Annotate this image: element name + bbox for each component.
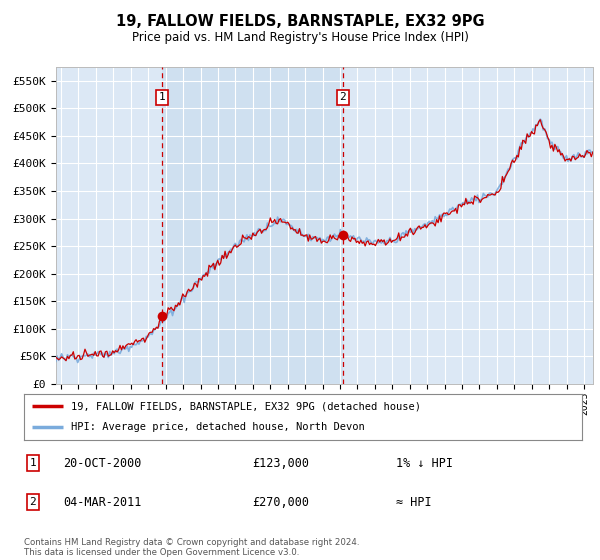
- Text: 20-OCT-2000: 20-OCT-2000: [63, 456, 142, 470]
- Bar: [56, 67, 162, 384]
- Text: £270,000: £270,000: [252, 496, 309, 509]
- Text: ≈ HPI: ≈ HPI: [396, 496, 431, 509]
- Text: 2: 2: [340, 92, 346, 102]
- Text: Price paid vs. HM Land Registry's House Price Index (HPI): Price paid vs. HM Land Registry's House …: [131, 31, 469, 44]
- Text: 1: 1: [29, 458, 37, 468]
- Text: 1% ↓ HPI: 1% ↓ HPI: [396, 456, 453, 470]
- Text: HPI: Average price, detached house, North Devon: HPI: Average price, detached house, Nort…: [71, 422, 365, 432]
- Bar: [343, 67, 593, 384]
- Bar: [162, 67, 343, 384]
- Text: £123,000: £123,000: [252, 456, 309, 470]
- Text: 04-MAR-2011: 04-MAR-2011: [63, 496, 142, 509]
- Text: 2: 2: [29, 497, 37, 507]
- Text: 1: 1: [159, 92, 166, 102]
- Text: Contains HM Land Registry data © Crown copyright and database right 2024.
This d: Contains HM Land Registry data © Crown c…: [24, 538, 359, 557]
- Text: 19, FALLOW FIELDS, BARNSTAPLE, EX32 9PG: 19, FALLOW FIELDS, BARNSTAPLE, EX32 9PG: [116, 14, 484, 29]
- Text: 19, FALLOW FIELDS, BARNSTAPLE, EX32 9PG (detached house): 19, FALLOW FIELDS, BARNSTAPLE, EX32 9PG …: [71, 401, 421, 411]
